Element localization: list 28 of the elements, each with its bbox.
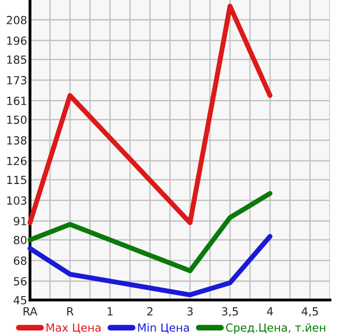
y-tick-label: 68 xyxy=(14,256,26,265)
line-series xyxy=(28,234,272,298)
x-tick-label: RA xyxy=(24,307,38,316)
x-tick-label: 1 xyxy=(108,307,113,316)
legend-label: Сред.Цена, т.йен xyxy=(226,323,326,334)
y-tick-label: 196 xyxy=(7,36,27,45)
y-tick-label: 115 xyxy=(7,176,26,184)
y-tick-label: 126 xyxy=(7,156,27,166)
y-tick-label: 185 xyxy=(7,55,26,64)
x-tick-label: 4 xyxy=(267,307,273,316)
x-tick-label: 3,5 xyxy=(222,307,238,317)
line-series xyxy=(28,191,272,274)
y-tick-label: 161 xyxy=(7,96,26,106)
y-tick-label: 56 xyxy=(14,277,27,286)
y-tick-label: 91 xyxy=(14,216,26,226)
x-tick-label: 3 xyxy=(187,307,193,316)
y-tick-label: 138 xyxy=(7,136,26,145)
x-tick-label: R xyxy=(67,307,74,316)
legend-label: Min Цена xyxy=(138,323,189,334)
y-tick-label: 150 xyxy=(7,116,26,124)
y-tick-label: 103 xyxy=(7,196,26,205)
x-tick-label: 2 xyxy=(147,307,152,316)
y-tick-label: 45 xyxy=(14,296,26,304)
y-tick-label: 208 xyxy=(6,16,26,24)
y-tick-label: 173 xyxy=(7,76,26,84)
y-tick-label: 80 xyxy=(14,236,26,244)
x-tick-label: 4,5 xyxy=(302,307,318,317)
legend-label: Max Цена xyxy=(46,323,101,334)
